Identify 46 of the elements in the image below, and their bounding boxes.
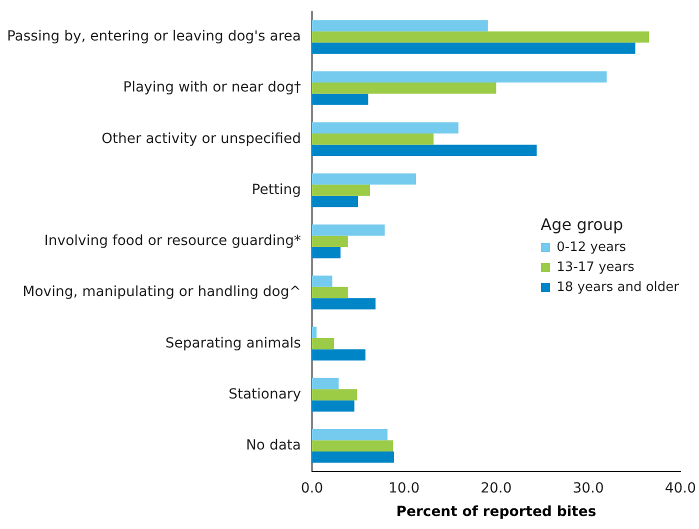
legend-label: 0-12 years (556, 240, 626, 255)
x-tick-label: 0.0 (300, 480, 324, 496)
y-tick-label: Involving food or resource guarding* (44, 233, 301, 250)
bar (312, 247, 341, 258)
y-tick-label: Separating animals (165, 335, 301, 352)
y-tick-label: Passing by, entering or leaving dog's area (6, 28, 301, 45)
bar (312, 224, 385, 236)
y-tick-label: Other activity or unspecified (102, 130, 301, 147)
bar (312, 286, 348, 298)
legend-label: 18 years and older (556, 280, 679, 295)
legend-title: Age group (540, 215, 624, 234)
bar (312, 134, 434, 145)
bar (312, 236, 348, 248)
bar (312, 400, 354, 412)
x-tick-label: 30.0 (572, 480, 604, 496)
y-tick-label: Moving, manipulating or handling dog^ (22, 284, 301, 300)
x-tick-label: 20.0 (480, 480, 512, 496)
bar (312, 122, 458, 134)
bar (312, 42, 636, 54)
legend-label: 13-17 years (556, 260, 634, 275)
bar (312, 94, 368, 105)
bar (312, 31, 650, 43)
x-axis-title: Percent of reported bites (396, 504, 596, 520)
bar (312, 378, 339, 390)
bar (312, 184, 370, 196)
bar (312, 349, 366, 360)
bar (312, 20, 488, 32)
y-tick-label: Petting (252, 182, 301, 198)
bar (312, 144, 537, 156)
bar (312, 451, 394, 463)
bar (312, 196, 358, 208)
bar (312, 276, 332, 287)
x-tick-label: 40.0 (664, 480, 696, 496)
bar (312, 389, 358, 400)
bar (312, 82, 496, 94)
bar (312, 428, 388, 440)
x-tick-label: 10.0 (388, 480, 420, 496)
bar (312, 71, 607, 82)
bar (312, 298, 376, 310)
y-tick-label: Stationary (228, 386, 301, 402)
bar (312, 326, 317, 338)
y-tick-label: Playing with or near dog† (123, 80, 301, 96)
bar (312, 338, 334, 350)
bar (312, 173, 416, 185)
bar (312, 440, 394, 452)
y-tick-label: No data (246, 437, 301, 454)
